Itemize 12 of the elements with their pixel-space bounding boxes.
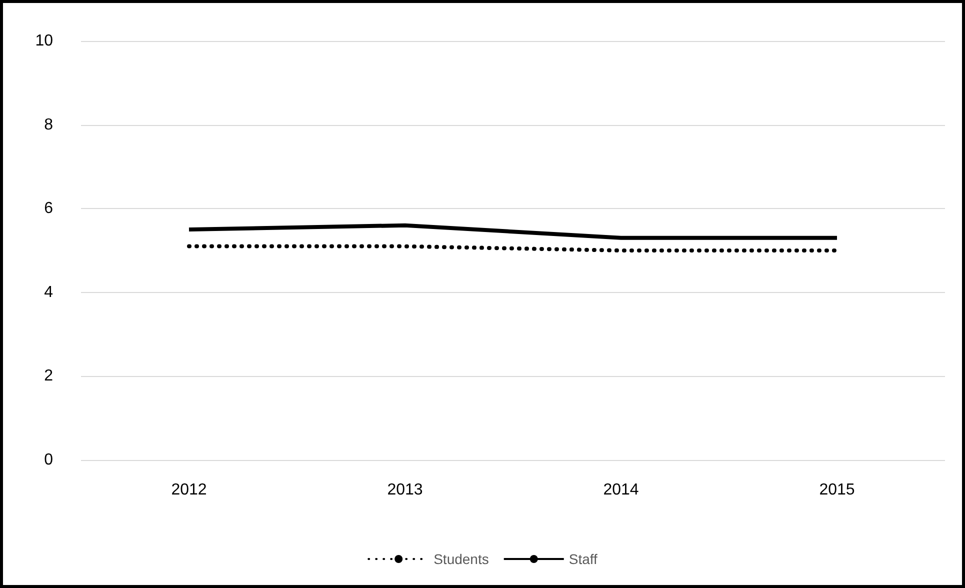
y-tick-label: 2 bbox=[44, 368, 54, 385]
x-tick-label: 2014 bbox=[603, 482, 639, 498]
y-tick-label: 0 bbox=[44, 452, 54, 468]
legend-label: Staff bbox=[568, 551, 598, 567]
y-tick-label: 8 bbox=[44, 116, 54, 134]
legend-label: Students bbox=[434, 551, 489, 567]
y-tick-label: 6 bbox=[44, 200, 54, 218]
x-tick-label: 2013 bbox=[387, 482, 423, 498]
x-tick-label: 2015 bbox=[819, 482, 855, 498]
y-tick-label: 10 bbox=[35, 32, 54, 50]
x-tick-label: 2012 bbox=[171, 482, 207, 498]
y-tick-label: 4 bbox=[44, 284, 54, 301]
